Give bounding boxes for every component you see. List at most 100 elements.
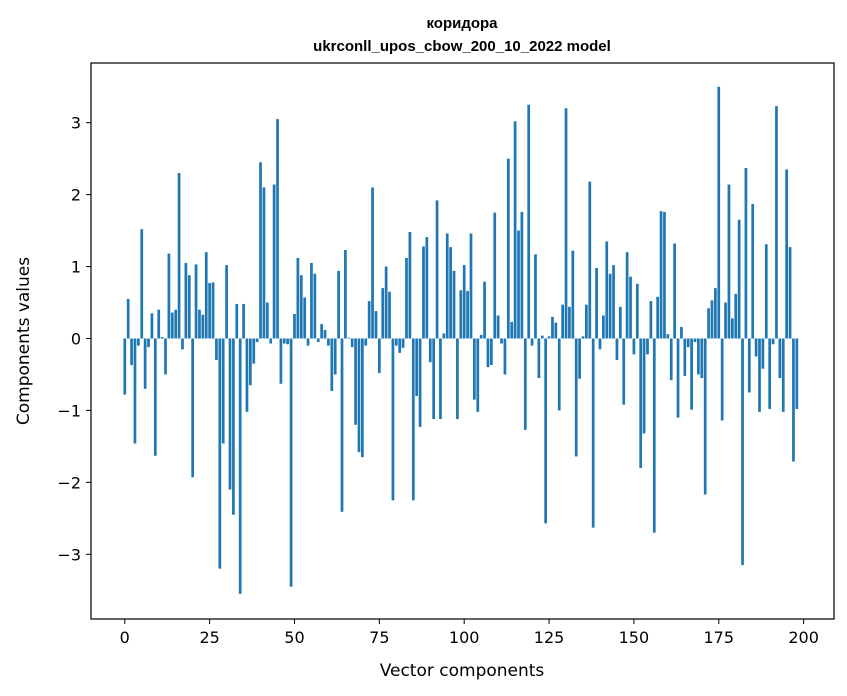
bar-11	[160, 337, 164, 339]
bar-76	[381, 288, 385, 339]
bar-111	[500, 338, 503, 344]
bar-62	[333, 338, 337, 375]
bar-39	[255, 338, 259, 343]
bar-70	[361, 338, 364, 458]
bar-27	[215, 338, 218, 361]
x-tick-label: 125	[534, 628, 565, 647]
bar-132	[571, 250, 575, 339]
bar-126	[551, 316, 554, 339]
y-tick-label: 3	[71, 114, 81, 133]
bar-125	[547, 336, 551, 339]
bar-1	[126, 298, 130, 339]
bar-47	[282, 338, 286, 344]
bar-98	[456, 338, 459, 420]
y-axis-ticks: −3 −2 −1 0 1 2 3	[57, 114, 91, 564]
bar-121	[534, 254, 537, 339]
bar-8	[150, 313, 154, 339]
bar-129	[561, 304, 564, 339]
bar-52	[299, 275, 303, 339]
bar-51	[296, 257, 300, 339]
y-tick-label: −2	[57, 473, 81, 492]
bar-59	[323, 329, 327, 339]
bar-166	[686, 338, 690, 348]
bar-71	[364, 338, 368, 346]
bar-66	[347, 337, 351, 339]
bar-139	[595, 267, 598, 339]
bar-110	[496, 315, 500, 339]
bar-157	[656, 296, 660, 339]
bar-148	[625, 252, 629, 339]
bar-28	[218, 338, 222, 569]
bar-104	[476, 338, 480, 412]
bar-194	[781, 338, 785, 412]
bar-75	[377, 338, 381, 374]
bar-78	[388, 291, 391, 339]
bar-21	[194, 264, 198, 339]
bar-81	[398, 338, 402, 353]
bar-35	[242, 303, 245, 339]
bar-127	[554, 322, 558, 339]
bar-16	[177, 173, 181, 339]
bar-79	[391, 338, 395, 501]
bar-18	[184, 262, 188, 339]
bar-122	[537, 338, 541, 379]
bar-136	[585, 304, 588, 339]
x-tick-label: 200	[788, 628, 819, 647]
bar-3	[133, 338, 137, 444]
bar-30	[225, 265, 228, 339]
bar-135	[581, 336, 585, 339]
bar-169	[697, 338, 700, 375]
bar-118	[523, 338, 527, 430]
bar-5	[140, 229, 144, 339]
bar-141	[602, 315, 605, 339]
bar-36	[245, 338, 249, 412]
bar-60	[327, 338, 330, 346]
bar-176	[720, 338, 724, 421]
bar-192	[775, 106, 778, 339]
bar-105	[479, 334, 483, 339]
bar-22	[198, 309, 201, 339]
y-tick-label: 0	[71, 329, 81, 348]
bar-150	[632, 338, 636, 355]
bar-153	[642, 338, 646, 434]
bar-138	[591, 338, 595, 528]
bar-14	[170, 312, 174, 339]
bar-31	[228, 338, 232, 490]
bar-147	[622, 338, 626, 405]
bar-7	[147, 338, 150, 348]
bar-177	[724, 302, 727, 339]
bar-186	[754, 338, 758, 357]
bar-88	[422, 246, 425, 339]
bar-180	[734, 293, 738, 339]
bar-10	[157, 309, 161, 339]
bars-group	[123, 86, 799, 594]
bar-130	[564, 108, 568, 339]
bar-154	[646, 338, 649, 355]
bar-91	[432, 338, 436, 420]
bar-191	[771, 338, 775, 345]
bar-178	[727, 184, 731, 339]
x-tick-label: 25	[199, 628, 219, 647]
bar-93	[439, 338, 442, 420]
bar-103	[473, 338, 476, 400]
y-tick-label: −3	[57, 545, 81, 564]
bar-29	[221, 338, 225, 444]
bar-77	[384, 266, 388, 339]
bar-34	[238, 338, 242, 594]
bar-69	[357, 338, 361, 453]
bar-145	[615, 338, 619, 361]
bar-144	[612, 265, 615, 339]
bar-54	[306, 338, 310, 346]
bar-12	[164, 338, 167, 375]
y-tick-label: 2	[71, 186, 81, 205]
bar-189	[764, 244, 768, 339]
bar-101	[466, 291, 469, 339]
bar-161	[669, 338, 673, 381]
bar-162	[673, 243, 676, 339]
bar-42	[265, 302, 269, 339]
bar-142	[605, 241, 609, 339]
bar-109	[493, 212, 497, 339]
bar-56	[313, 273, 317, 339]
bar-58	[320, 324, 323, 339]
